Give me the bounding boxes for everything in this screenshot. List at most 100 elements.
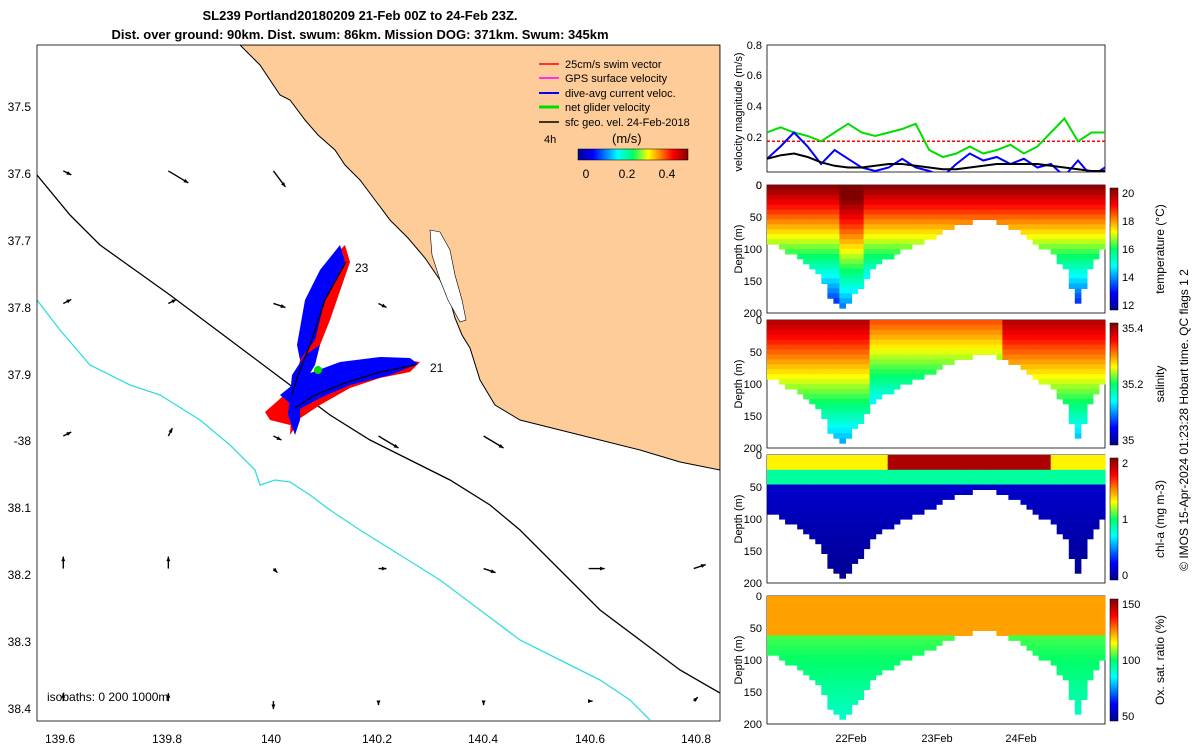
section-cell xyxy=(1092,204,1100,211)
section-cell xyxy=(809,359,816,365)
section-cell xyxy=(1074,408,1082,415)
section-cell xyxy=(797,519,804,525)
section-cell xyxy=(833,354,840,360)
section-cell xyxy=(1026,320,1034,326)
section-cell xyxy=(1008,494,1015,500)
section-cell xyxy=(839,364,846,370)
section-cell xyxy=(1080,339,1088,346)
section-cell xyxy=(845,625,853,631)
section-cell xyxy=(797,194,804,201)
section-cell xyxy=(767,224,774,230)
section-cell xyxy=(1099,214,1106,220)
section-cell xyxy=(1074,630,1082,636)
section-cell xyxy=(845,224,853,230)
section-cell xyxy=(930,630,937,636)
section-cell xyxy=(797,596,804,602)
section-cell xyxy=(905,596,913,602)
section-cell xyxy=(785,204,792,211)
section-cell xyxy=(917,479,925,486)
section-cell xyxy=(1080,553,1088,559)
section-cell xyxy=(809,660,816,666)
section-cell xyxy=(797,359,804,365)
section-cell xyxy=(893,519,901,525)
section-cell xyxy=(773,474,780,481)
section-cell xyxy=(869,354,877,360)
section-cell xyxy=(996,334,1003,341)
section-cell xyxy=(857,504,865,510)
section-cell xyxy=(767,359,774,365)
section-cell xyxy=(833,459,840,466)
section-cell xyxy=(767,459,774,466)
section-cell xyxy=(893,194,901,201)
section-cell xyxy=(1014,455,1022,461)
section-cell xyxy=(785,459,792,466)
section-cell xyxy=(833,288,840,294)
section-cell xyxy=(863,379,871,385)
section-cell xyxy=(978,464,985,471)
section-cell xyxy=(899,605,907,612)
section-cell xyxy=(1074,423,1082,429)
section-cell xyxy=(1080,494,1088,500)
section-cell xyxy=(1086,494,1094,500)
section-cell xyxy=(851,379,859,385)
section-cell xyxy=(773,320,780,326)
section-cell xyxy=(978,344,985,351)
section-cell xyxy=(839,194,846,201)
section-cell xyxy=(972,199,979,206)
section-cell xyxy=(893,635,901,641)
section-cell xyxy=(1080,455,1088,461)
section-cell xyxy=(863,660,871,666)
section-cell xyxy=(1050,244,1058,250)
section-cell xyxy=(815,615,822,622)
section-cell xyxy=(936,334,943,341)
section-cell xyxy=(1032,484,1040,490)
map-x-tick: 140.4 xyxy=(468,732,498,746)
section-cell xyxy=(839,185,846,191)
section-cell xyxy=(815,669,822,676)
section-cell xyxy=(1032,459,1040,466)
section-cell xyxy=(875,610,883,617)
section-cell xyxy=(839,329,846,336)
section-cell xyxy=(857,234,865,240)
section-cell xyxy=(1056,249,1064,255)
section-cell xyxy=(1062,324,1070,331)
section-cell xyxy=(1056,324,1064,331)
section-cell xyxy=(839,249,846,255)
depth-tick: 150 xyxy=(744,546,762,558)
section-cell xyxy=(1099,484,1106,490)
section-cell xyxy=(1056,650,1064,656)
section-cell xyxy=(839,699,846,705)
section-cell xyxy=(972,469,979,476)
section-cell xyxy=(1068,596,1076,602)
section-cell xyxy=(1062,464,1070,471)
section-cell xyxy=(1056,484,1064,490)
section-cell xyxy=(869,523,877,530)
section-cell xyxy=(1032,344,1040,351)
section-cell xyxy=(911,459,919,466)
section-cell xyxy=(1032,199,1040,206)
section-cell xyxy=(917,199,925,206)
isobath-1000 xyxy=(37,299,651,721)
section-cell xyxy=(899,219,907,225)
section-cell xyxy=(779,209,786,216)
section-cell xyxy=(930,194,937,201)
section-cell xyxy=(1044,244,1052,250)
section-cell xyxy=(899,374,907,380)
section-cell xyxy=(851,543,859,550)
section-cell xyxy=(1062,484,1070,490)
section-cell xyxy=(881,469,889,476)
section-cell xyxy=(1086,504,1094,510)
section-cell xyxy=(899,194,907,201)
section-cell xyxy=(1032,374,1040,380)
section-cell xyxy=(893,369,901,375)
section-cell xyxy=(1092,189,1100,196)
section-cell xyxy=(1074,704,1082,710)
section-cell xyxy=(893,504,901,510)
section-cell xyxy=(917,459,925,466)
section-cell xyxy=(1080,484,1088,490)
section-cell xyxy=(917,189,925,196)
section-cell xyxy=(1074,229,1082,235)
section-cell xyxy=(797,339,804,346)
section-cell xyxy=(1038,635,1046,641)
section-cell xyxy=(833,704,840,710)
